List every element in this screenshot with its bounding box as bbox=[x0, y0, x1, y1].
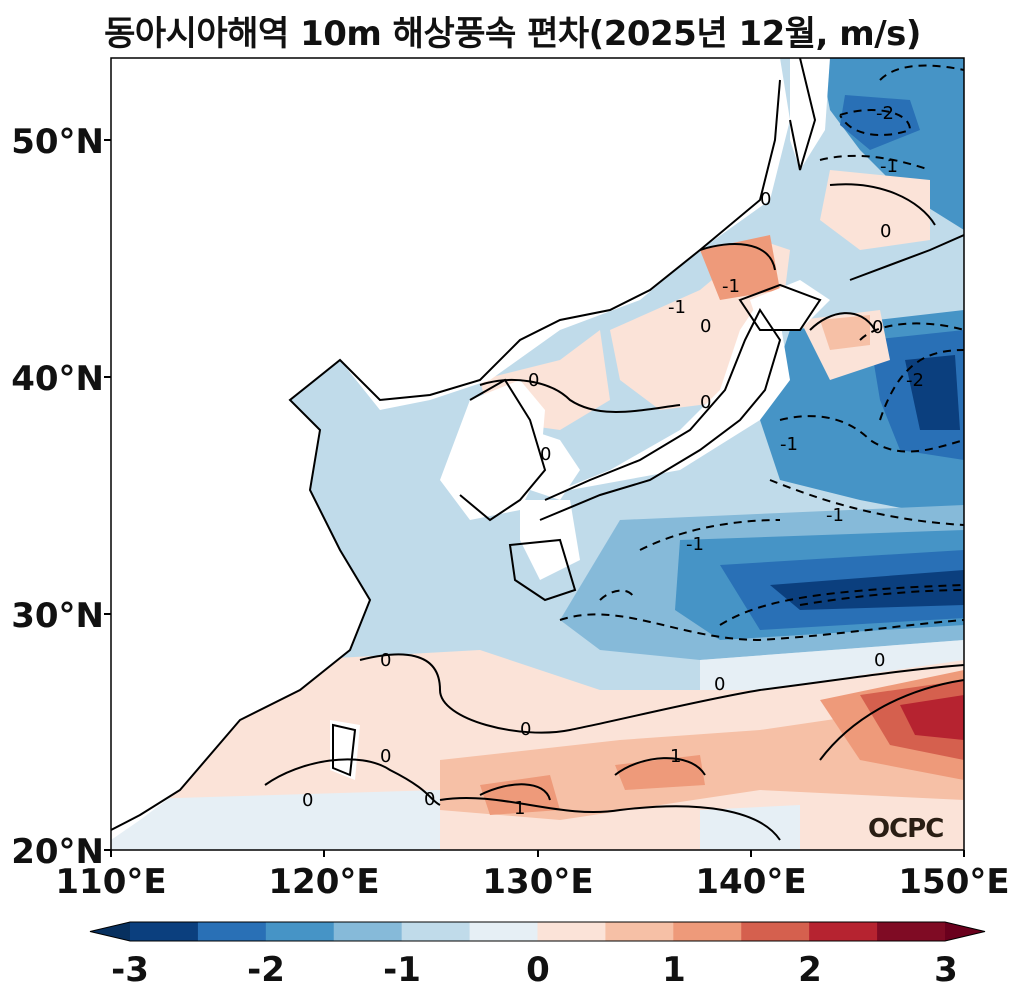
contour-label: 0 bbox=[760, 189, 771, 210]
contour-label: 0 bbox=[528, 370, 539, 391]
axis-ticks bbox=[104, 139, 965, 857]
colorbar-bin bbox=[401, 922, 471, 941]
colorbar-tick-label: -2 bbox=[247, 950, 285, 990]
colorbar-tick-label: 1 bbox=[662, 950, 686, 990]
colorbar-bin bbox=[130, 922, 199, 941]
contour-label: 0 bbox=[700, 392, 711, 413]
lon-tick-label: 150°E bbox=[898, 862, 1010, 902]
colorbar-bin bbox=[673, 922, 742, 941]
contour-label: -2 bbox=[876, 103, 894, 124]
lon-tick-label: 110°E bbox=[55, 862, 167, 902]
contour-label: -1 bbox=[880, 156, 898, 177]
map-title: 동아시아해역 10m 해상풍속 편차(2025년 12월, m/s) bbox=[104, 14, 921, 54]
colorbar-extend-high bbox=[945, 922, 985, 941]
contour-label: 0 bbox=[700, 316, 711, 337]
contour-label: 0 bbox=[424, 789, 435, 810]
contour-label: 1 bbox=[514, 798, 525, 819]
contour-label: -1 bbox=[722, 276, 740, 297]
colorbar-bin bbox=[265, 922, 335, 941]
contour-label: 0 bbox=[380, 650, 391, 671]
colorbar-outline bbox=[89, 921, 986, 942]
lon-tick-label: 130°E bbox=[482, 862, 594, 902]
lat-tick-label: 40°N bbox=[11, 359, 104, 399]
colorbar-tick-label: -1 bbox=[383, 950, 421, 990]
colorbar-tick-label: 2 bbox=[798, 950, 822, 990]
contour-label: -1 bbox=[826, 505, 844, 526]
contour-lines bbox=[264, 183, 964, 841]
contour-label: -1 bbox=[668, 297, 686, 318]
ocpc-logo: OCPC bbox=[868, 814, 944, 844]
contour-label: 0 bbox=[540, 444, 551, 465]
contour-label: 0 bbox=[872, 317, 883, 338]
contour-lines-negative bbox=[559, 64, 964, 642]
colorbar-bin bbox=[741, 922, 810, 941]
contour-label: 0 bbox=[880, 221, 891, 242]
contour-label: 0 bbox=[714, 674, 725, 695]
colorbar-extend-low bbox=[90, 922, 130, 941]
colorbar-bin bbox=[809, 922, 878, 941]
contour-label: 0 bbox=[874, 650, 885, 671]
colorbar-tick-label: 0 bbox=[526, 950, 550, 990]
colorbar-tick-label: -3 bbox=[111, 950, 149, 990]
contour-label-group: -2 -1 0 0 -1 0 0 -1 0 -2 -1 -1 -1 0 0 0 … bbox=[302, 103, 924, 819]
lat-tick-label: 20°N bbox=[11, 832, 104, 872]
contour-label: 1 bbox=[670, 746, 681, 767]
contour-label: 0 bbox=[520, 719, 531, 740]
colorbar-bin bbox=[197, 922, 267, 941]
contour-label: 0 bbox=[302, 790, 313, 811]
lon-tick-label: 120°E bbox=[268, 862, 380, 902]
contour-label: -1 bbox=[780, 434, 798, 455]
colorbar-bin bbox=[469, 922, 538, 941]
colorbar-tick-label: 3 bbox=[934, 950, 958, 990]
colorbar-bin bbox=[333, 922, 403, 941]
lon-tick-label: 140°E bbox=[695, 862, 807, 902]
colorbar bbox=[89, 921, 986, 942]
colorbar-bin bbox=[605, 922, 674, 941]
lat-tick-label: 50°N bbox=[11, 122, 104, 162]
colorbar-bin bbox=[537, 922, 606, 941]
lat-tick-label: 30°N bbox=[11, 596, 104, 636]
contour-label: -2 bbox=[906, 370, 924, 391]
colorbar-bin bbox=[877, 922, 946, 941]
contour-label: 0 bbox=[380, 746, 391, 767]
contour-label: -1 bbox=[686, 534, 704, 555]
